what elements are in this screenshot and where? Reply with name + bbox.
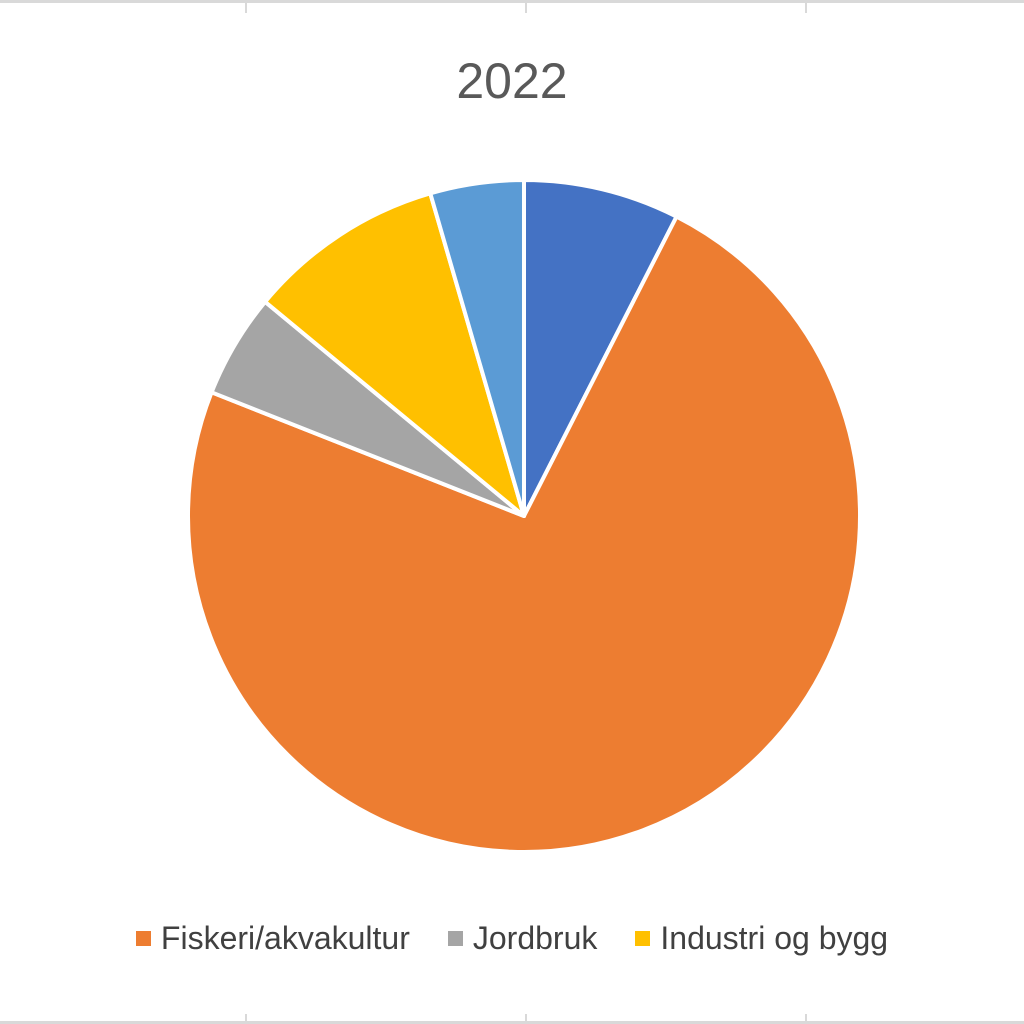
legend-label: Fiskeri/akvakultur [160,920,410,956]
bottom-gridline-tick [245,1014,247,1024]
top-gridline-tick [805,3,807,13]
pie-slice-1 [186,214,862,854]
legend-swatch [447,931,463,946]
bottom-gridline-tick [525,1014,527,1024]
pie-slice-0 [522,178,679,518]
legend-swatch [635,931,651,946]
top-gridline-tick [245,3,247,13]
pie-slice-3 [263,191,526,518]
bottom-gridline-tick [805,1014,807,1024]
legend-item: Jordbruk [447,920,598,957]
top-gridline-tick [525,3,527,13]
legend-label: Jordbruk [472,920,598,956]
legend-item: Industri og bygg [635,920,888,957]
chart-title: 2022 [456,53,568,109]
legend-item: Fiskeri/akvakultur [135,920,410,957]
chart-legend: Fiskeri/akvakultur Jordbruk Industri og by… [0,920,1024,957]
legend-swatch [135,931,151,946]
pie-slice-4 [428,178,526,518]
legend-label: Industri og bygg [660,920,889,956]
